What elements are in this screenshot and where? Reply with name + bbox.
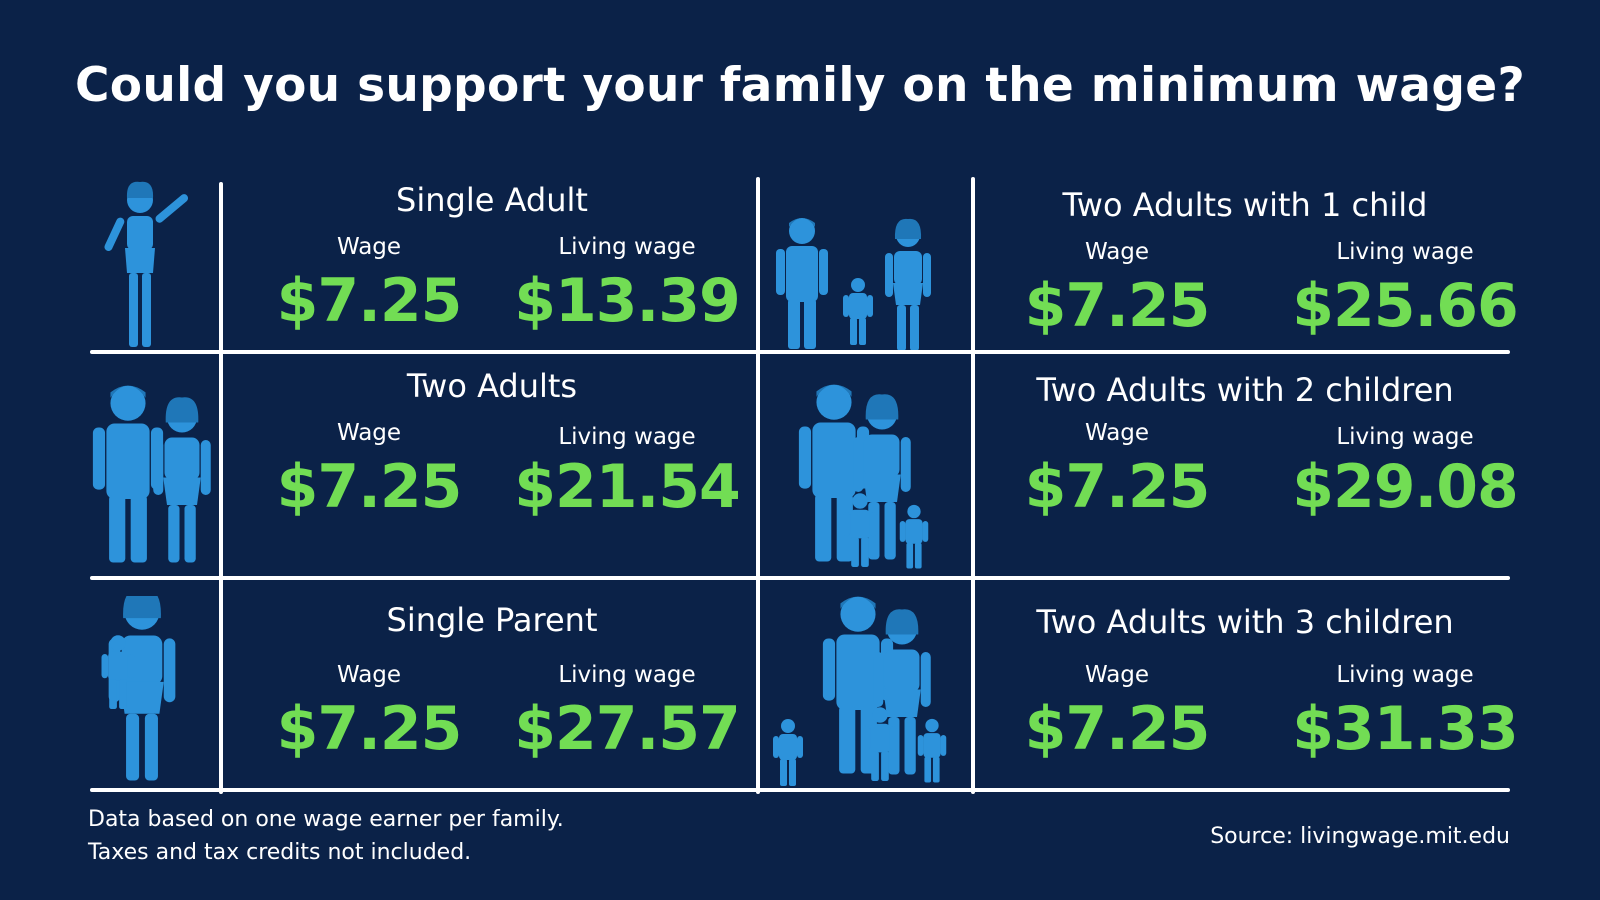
living-wage-column: Living wage $13.39 <box>507 234 747 336</box>
wage-label: Wage <box>1084 239 1150 265</box>
cell-two-adults-two-children: Two Adults with 2 children Wage $7.25 Li… <box>980 356 1519 576</box>
page-title: Could you support your family on the min… <box>74 58 1526 113</box>
cell-title: Two Adults with 1 child <box>1062 186 1428 224</box>
family-one-child-icon <box>766 205 956 350</box>
grid-line <box>90 576 1510 580</box>
wage-value: $7.25 <box>1024 271 1211 341</box>
living-wage-column: Living wage $25.66 <box>1285 239 1525 341</box>
living-wage-label: Living wage <box>1336 239 1474 265</box>
living-wage-label: Living wage <box>1336 424 1474 450</box>
cell-two-adults: Two Adults Wage $7.25 Living wage $21.54 <box>232 356 752 576</box>
wage-column: Wage $7.25 <box>249 662 489 764</box>
wage-column: Wage $7.25 <box>249 234 489 336</box>
cell-title: Single Adult <box>396 181 588 219</box>
wage-column: Wage $7.25 <box>249 420 489 522</box>
living-wage-column: Living wage $21.54 <box>507 424 747 522</box>
family-two-children-icon <box>790 382 940 577</box>
wage-value: $7.25 <box>276 694 463 764</box>
living-wage-value: $25.66 <box>1292 271 1519 341</box>
wage-column: Wage $7.25 <box>997 420 1237 522</box>
living-wage-value: $13.39 <box>514 266 741 336</box>
cell-single-adult: Single Adult Wage $7.25 Living wage $13.… <box>232 178 752 350</box>
cell-title: Single Parent <box>386 601 598 639</box>
living-wage-label: Living wage <box>558 234 696 260</box>
grid-line <box>219 182 223 794</box>
living-wage-value: $21.54 <box>514 452 741 522</box>
wage-value: $7.25 <box>1024 452 1211 522</box>
cell-title: Two Adults with 2 children <box>1036 371 1454 409</box>
wage-value: $7.25 <box>276 452 463 522</box>
grid-line <box>90 788 1510 792</box>
living-wage-label: Living wage <box>1336 662 1474 688</box>
living-wage-value: $29.08 <box>1292 452 1519 522</box>
cell-two-adults-three-children: Two Adults with 3 children Wage $7.25 Li… <box>980 582 1519 788</box>
wage-label: Wage <box>1084 420 1150 446</box>
wage-value: $7.25 <box>276 266 463 336</box>
wage-column: Wage $7.25 <box>997 662 1237 764</box>
living-wage-label: Living wage <box>558 424 696 450</box>
living-wage-column: Living wage $29.08 <box>1285 424 1525 522</box>
footnote: Data based on one wage earner per family… <box>88 803 564 869</box>
two-adults-icon <box>86 383 216 578</box>
cell-two-adults-one-child: Two Adults with 1 child Wage $7.25 Livin… <box>980 178 1519 350</box>
wage-label: Wage <box>336 420 402 446</box>
living-wage-column: Living wage $27.57 <box>507 662 747 764</box>
grid-line <box>90 350 1510 354</box>
wage-column: Wage $7.25 <box>997 239 1237 341</box>
grid-line <box>756 177 760 794</box>
cell-title: Two Adults with 3 children <box>1036 603 1454 641</box>
single-adult-icon <box>90 170 210 350</box>
wage-value: $7.25 <box>1024 694 1211 764</box>
footnote-line: Taxes and tax credits not included. <box>88 840 472 865</box>
living-wage-column: Living wage $31.33 <box>1285 662 1525 764</box>
wage-label: Wage <box>336 662 402 688</box>
cell-single-parent: Single Parent Wage $7.25 Living wage $27… <box>232 582 752 788</box>
wage-label: Wage <box>1084 662 1150 688</box>
living-wage-value: $27.57 <box>514 694 741 764</box>
grid-line <box>971 177 975 794</box>
family-three-children-icon <box>766 596 956 791</box>
cell-title: Two Adults <box>406 367 578 405</box>
living-wage-value: $31.33 <box>1292 694 1519 764</box>
footnote-line: Data based on one wage earner per family… <box>88 807 564 832</box>
single-parent-icon <box>90 596 200 791</box>
living-wage-label: Living wage <box>558 662 696 688</box>
source-credit: Source: livingwage.mit.edu <box>1210 824 1510 849</box>
wage-label: Wage <box>336 234 402 260</box>
